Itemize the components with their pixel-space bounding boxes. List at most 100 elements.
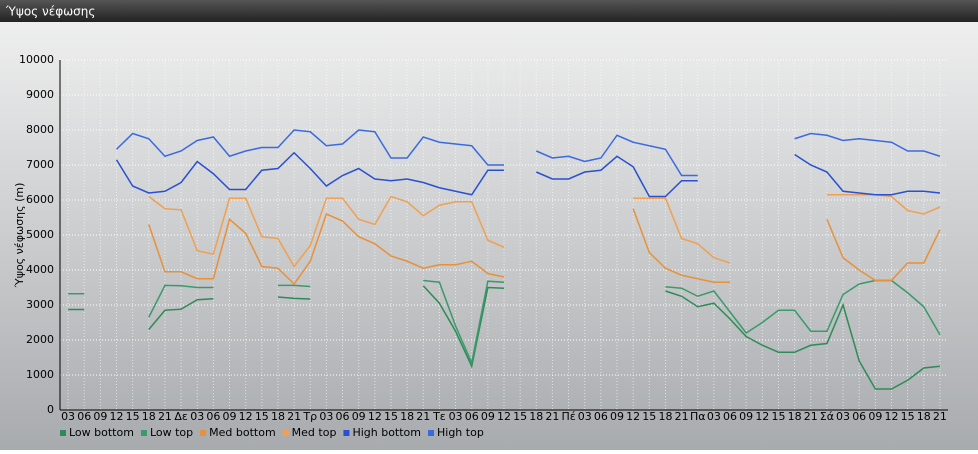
y-tick-label: 2000	[26, 333, 54, 346]
series-line	[148, 195, 505, 268]
x-tick-label: 18	[788, 410, 802, 423]
x-tick-label: 06	[465, 410, 479, 423]
x-tick-label: 15	[513, 410, 527, 423]
series-line	[148, 212, 505, 286]
series-line	[115, 129, 504, 166]
x-tick-label: 18	[658, 410, 672, 423]
series-line	[277, 284, 311, 288]
legend-label: High bottom	[352, 426, 421, 439]
series-line	[826, 194, 941, 215]
x-tick-label: 03	[707, 410, 721, 423]
legend-label: High top	[437, 426, 484, 439]
x-tick-label: Πέ	[561, 410, 575, 423]
x-tick-label: 12	[626, 410, 640, 423]
x-tick-label: 06	[206, 410, 220, 423]
x-tick-label: 21	[675, 410, 689, 423]
x-tick-label: Τρ	[302, 410, 317, 423]
series-line	[277, 296, 311, 300]
series-line	[665, 279, 941, 336]
series-line	[148, 284, 214, 318]
x-tick-label: 12	[755, 410, 769, 423]
x-tick-label: Τε	[432, 410, 446, 423]
x-tick-label: 09	[352, 410, 366, 423]
legend-swatch	[200, 430, 207, 436]
x-tick-label: 06	[852, 410, 866, 423]
x-tick-label: 21	[804, 410, 818, 423]
x-tick-label: Πα	[690, 410, 706, 423]
x-tick-label: Σά	[820, 410, 834, 423]
series-line	[422, 285, 505, 369]
x-tick-label: 18	[400, 410, 414, 423]
x-tick-label: 18	[917, 410, 931, 423]
series-line	[148, 297, 214, 330]
y-tick-label: 0	[47, 403, 54, 416]
x-tick-label: 18	[142, 410, 156, 423]
x-tick-label: 21	[158, 410, 172, 423]
x-tick-label: 12	[110, 410, 124, 423]
x-tick-label: 03	[190, 410, 204, 423]
legend-swatch	[428, 430, 434, 436]
x-tick-label: 15	[255, 410, 269, 423]
x-tick-label: 03	[61, 410, 75, 423]
x-tick-label: 09	[223, 410, 237, 423]
series-line	[794, 153, 941, 196]
x-tick-label: Δε	[174, 410, 188, 423]
legend-label: Med top	[292, 426, 337, 439]
y-tick-label: 3000	[26, 298, 54, 311]
x-tick-label: 06	[77, 410, 91, 423]
legend-swatch	[60, 430, 66, 436]
series-line	[794, 132, 941, 157]
window-title: Ύψος νέφωσης	[5, 5, 95, 19]
legend-swatch	[343, 430, 350, 436]
x-tick-label: 18	[529, 410, 543, 423]
series-line	[115, 151, 504, 196]
y-tick-label: 10000	[19, 53, 54, 66]
x-tick-label: 03	[319, 410, 333, 423]
x-tick-label: 03	[449, 410, 463, 423]
x-tick-label: 03	[836, 410, 850, 423]
title-bar	[0, 0, 978, 22]
y-axis-label: Ύψος νέφωσης (m)	[13, 183, 26, 289]
series-line	[535, 134, 698, 177]
y-tick-label: 6000	[26, 193, 54, 206]
series-line	[632, 208, 731, 283]
y-tick-label: 5000	[26, 228, 54, 241]
y-tick-label: 8000	[26, 123, 54, 136]
legend-swatch	[282, 430, 289, 436]
x-tick-label: 09	[481, 410, 495, 423]
x-tick-label: 15	[642, 410, 656, 423]
series-line	[826, 218, 941, 282]
x-tick-label: 15	[384, 410, 398, 423]
x-tick-label: 06	[594, 410, 608, 423]
legend-label: Low top	[150, 426, 193, 439]
series-line	[535, 155, 698, 198]
x-tick-label: 12	[497, 410, 511, 423]
series-line	[423, 279, 505, 366]
legend-label: Low bottom	[69, 426, 134, 439]
x-tick-label: 09	[868, 410, 882, 423]
series-line	[665, 290, 941, 390]
x-tick-label: 21	[287, 410, 301, 423]
x-tick-label: 06	[723, 410, 737, 423]
x-tick-label: 06	[336, 410, 350, 423]
x-tick-label: 09	[739, 410, 753, 423]
x-tick-label: 09	[610, 410, 624, 423]
x-tick-label: 12	[368, 410, 382, 423]
x-tick-label: 15	[771, 410, 785, 423]
x-tick-label: 15	[126, 410, 140, 423]
legend-label: Med bottom	[209, 426, 276, 439]
x-tick-label: 15	[901, 410, 915, 423]
x-tick-label: 18	[271, 410, 285, 423]
y-tick-label: 7000	[26, 158, 54, 171]
x-tick-label: 21	[933, 410, 947, 423]
x-tick-label: 21	[416, 410, 430, 423]
x-tick-label: 03	[578, 410, 592, 423]
x-tick-label: 09	[93, 410, 107, 423]
y-tick-label: 4000	[26, 263, 54, 276]
legend-swatch	[140, 430, 147, 436]
y-tick-label: 1000	[26, 368, 54, 381]
series-line	[633, 197, 731, 264]
x-tick-label: 12	[884, 410, 898, 423]
